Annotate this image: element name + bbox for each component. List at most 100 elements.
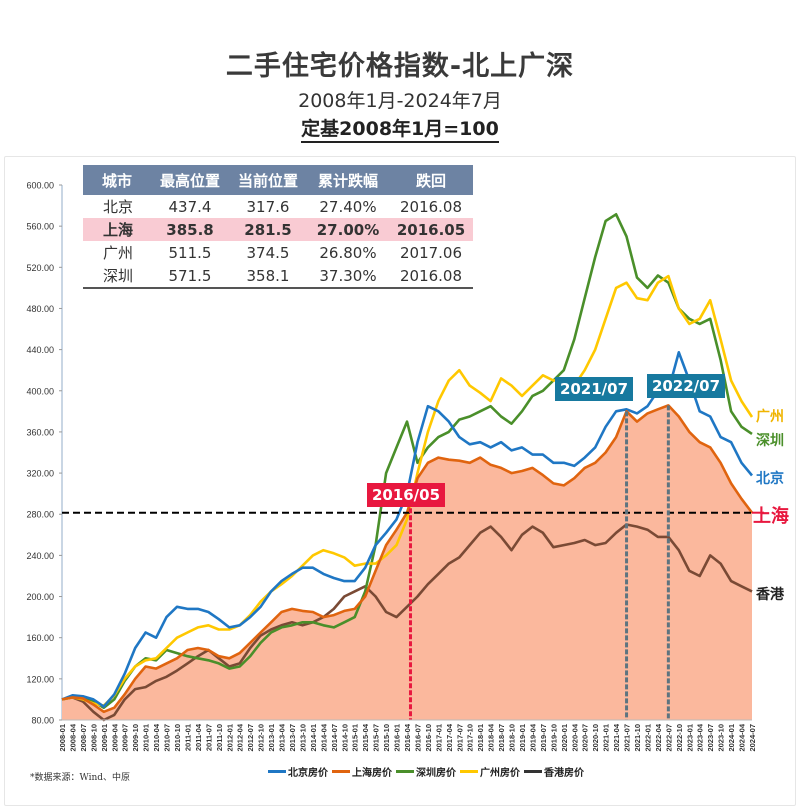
x-tick-label: 2022-07: [664, 724, 673, 752]
x-tick-label: 2023-10: [717, 724, 726, 752]
y-tick-label: 360.00: [26, 427, 54, 437]
legend-swatch-shanghai: [332, 770, 350, 773]
y-tick-label: 600.00: [26, 181, 54, 191]
page-title: 二手住宅价格指数-北上广深: [225, 51, 575, 82]
cell-peak: 511.5: [151, 241, 229, 264]
legend-swatch-hongkong: [524, 770, 542, 773]
cell-current: 317.6: [229, 195, 307, 218]
x-tick-label: 2015-04: [361, 723, 370, 751]
x-tick-label: 2024-01: [727, 724, 736, 752]
y-tick-label: 280.00: [26, 510, 54, 520]
cell-current: 358.1: [229, 264, 307, 289]
cell-back-to: 2016.05: [389, 218, 473, 241]
cell-drop: 27.40%: [307, 195, 389, 218]
x-tick-label: 2012-01: [225, 724, 234, 752]
table-row: 广州 511.5 374.5 26.80% 2017.06: [83, 241, 473, 264]
legend-item-guangzhou: 广州房价: [460, 764, 520, 779]
x-tick-label: 2012-04: [236, 723, 245, 751]
y-tick-label: 560.00: [26, 222, 54, 232]
end-label-beijing: 北京: [756, 471, 784, 487]
cell-drop: 37.30%: [307, 264, 389, 289]
x-tick-label: 2011-07: [204, 724, 213, 751]
y-tick-label: 400.00: [26, 386, 54, 396]
x-tick-label: 2011-10: [215, 724, 224, 751]
x-tick-label: 2019-01: [518, 724, 527, 752]
legend-item-beijing: 北京房价: [268, 764, 328, 779]
cell-current: 374.5: [229, 241, 307, 264]
x-tick-label: 2008-07: [79, 724, 88, 752]
col-peak: 最高位置: [151, 165, 229, 195]
y-tick-label: 320.00: [26, 469, 54, 479]
x-tick-label: 2023-01: [685, 724, 694, 752]
base-note: 定基2008年1月=100: [0, 114, 800, 143]
x-tick-label: 2012-07: [246, 724, 255, 752]
x-tick-label: 2009-01: [100, 724, 109, 752]
legend-item-shanghai: 上海房价: [332, 764, 392, 779]
x-tick-label: 2010-04: [152, 723, 161, 751]
x-tick-label: 2020-04: [570, 723, 579, 751]
y-tick-label: 80.00: [31, 716, 54, 726]
legend-label-guangzhou: 广州房价: [480, 768, 520, 779]
x-tick-label: 2023-04: [696, 723, 705, 751]
x-tick-label: 2020-07: [581, 724, 590, 752]
cell-city: 北京: [83, 195, 151, 218]
base-note-text: 定基2008年1月=100: [301, 118, 499, 143]
cell-peak: 385.8: [151, 218, 229, 241]
summary-table: 城市 最高位置 当前位置 累计跌幅 跌回 北京 437.4 317.6 27.4…: [83, 165, 473, 289]
x-tick-label: 2010-10: [173, 724, 182, 752]
x-tick-label: 2024-07: [748, 724, 757, 752]
x-tick-label: 2012-10: [257, 724, 266, 752]
x-tick-label: 2011-04: [194, 723, 203, 751]
end-label-shenzhen: 深圳: [756, 433, 784, 449]
x-tick-label: 2019-04: [528, 723, 537, 751]
x-tick-label: 2017-04: [445, 723, 454, 751]
x-tick-label: 2023-07: [706, 724, 715, 752]
legend-swatch-guangzhou: [460, 770, 478, 773]
y-tick-label: 480.00: [26, 304, 54, 314]
x-tick-label: 2014-01: [309, 724, 318, 752]
x-tick-label: 2013-07: [288, 724, 297, 752]
cell-back-to: 2016.08: [389, 264, 473, 289]
x-tick-label: 2016-01: [393, 724, 402, 752]
col-drop: 累计跌幅: [307, 165, 389, 195]
series-line-hongkong: [61, 523, 753, 722]
legend: 北京房价 上海房价 深圳房价 广州房价 香港房价: [268, 764, 584, 779]
col-city: 城市: [83, 165, 151, 195]
y-tick-label: 440.00: [26, 345, 54, 355]
chart-panel: [4, 156, 796, 806]
x-tick-label: 2010-07: [163, 724, 172, 752]
x-tick-label: 2021-10: [633, 724, 642, 752]
legend-label-hongkong: 香港房价: [544, 768, 584, 779]
table-header-row: 城市 最高位置 当前位置 累计跌幅 跌回: [83, 165, 473, 195]
marker-tag-2021-07: 2021/07: [555, 377, 633, 401]
x-tick-label: 2021-01: [602, 724, 611, 752]
x-tick-label: 2009-04: [110, 723, 119, 751]
x-axis: 2008-01 2008-04 2008-07 2008-10 2009-01 2009-…: [58, 719, 757, 752]
legend-label-beijing: 北京房价: [288, 768, 328, 779]
x-tick-label: 2008-04: [68, 723, 77, 751]
x-tick-label: 2014-10: [340, 724, 349, 752]
shanghai-area: [62, 405, 752, 720]
y-tick-label: 160.00: [26, 633, 54, 643]
legend-item-hongkong: 香港房价: [524, 764, 584, 779]
x-tick-label: 2024-04: [738, 723, 747, 751]
legend-label-shenzhen: 深圳房价: [416, 768, 456, 779]
y-tick-label: 520.00: [26, 263, 54, 273]
marker-tag-2016-05: 2016/05: [367, 483, 445, 507]
x-tick-label: 2021-07: [623, 724, 632, 752]
table-row-highlighted: 上海 385.8 281.5 27.00% 2016.05: [83, 218, 473, 241]
y-tick-label: 240.00: [26, 551, 54, 561]
x-tick-label: 2016-07: [413, 724, 422, 752]
x-tick-label: 2013-01: [267, 724, 276, 752]
data-source-note: *数据来源：Wind、中原: [30, 773, 131, 783]
x-tick-label: 2016-10: [424, 724, 433, 752]
x-tick-label: 2020-01: [560, 724, 569, 752]
x-tick-label: 2017-10: [466, 724, 475, 752]
cell-city: 广州: [83, 241, 151, 264]
cell-city: 深圳: [83, 264, 151, 289]
x-tick-label: 2019-07: [539, 724, 548, 752]
cell-peak: 437.4: [151, 195, 229, 218]
col-back-to: 跌回: [389, 165, 473, 195]
marker-tag-2022-07: 2022/07: [647, 374, 725, 398]
